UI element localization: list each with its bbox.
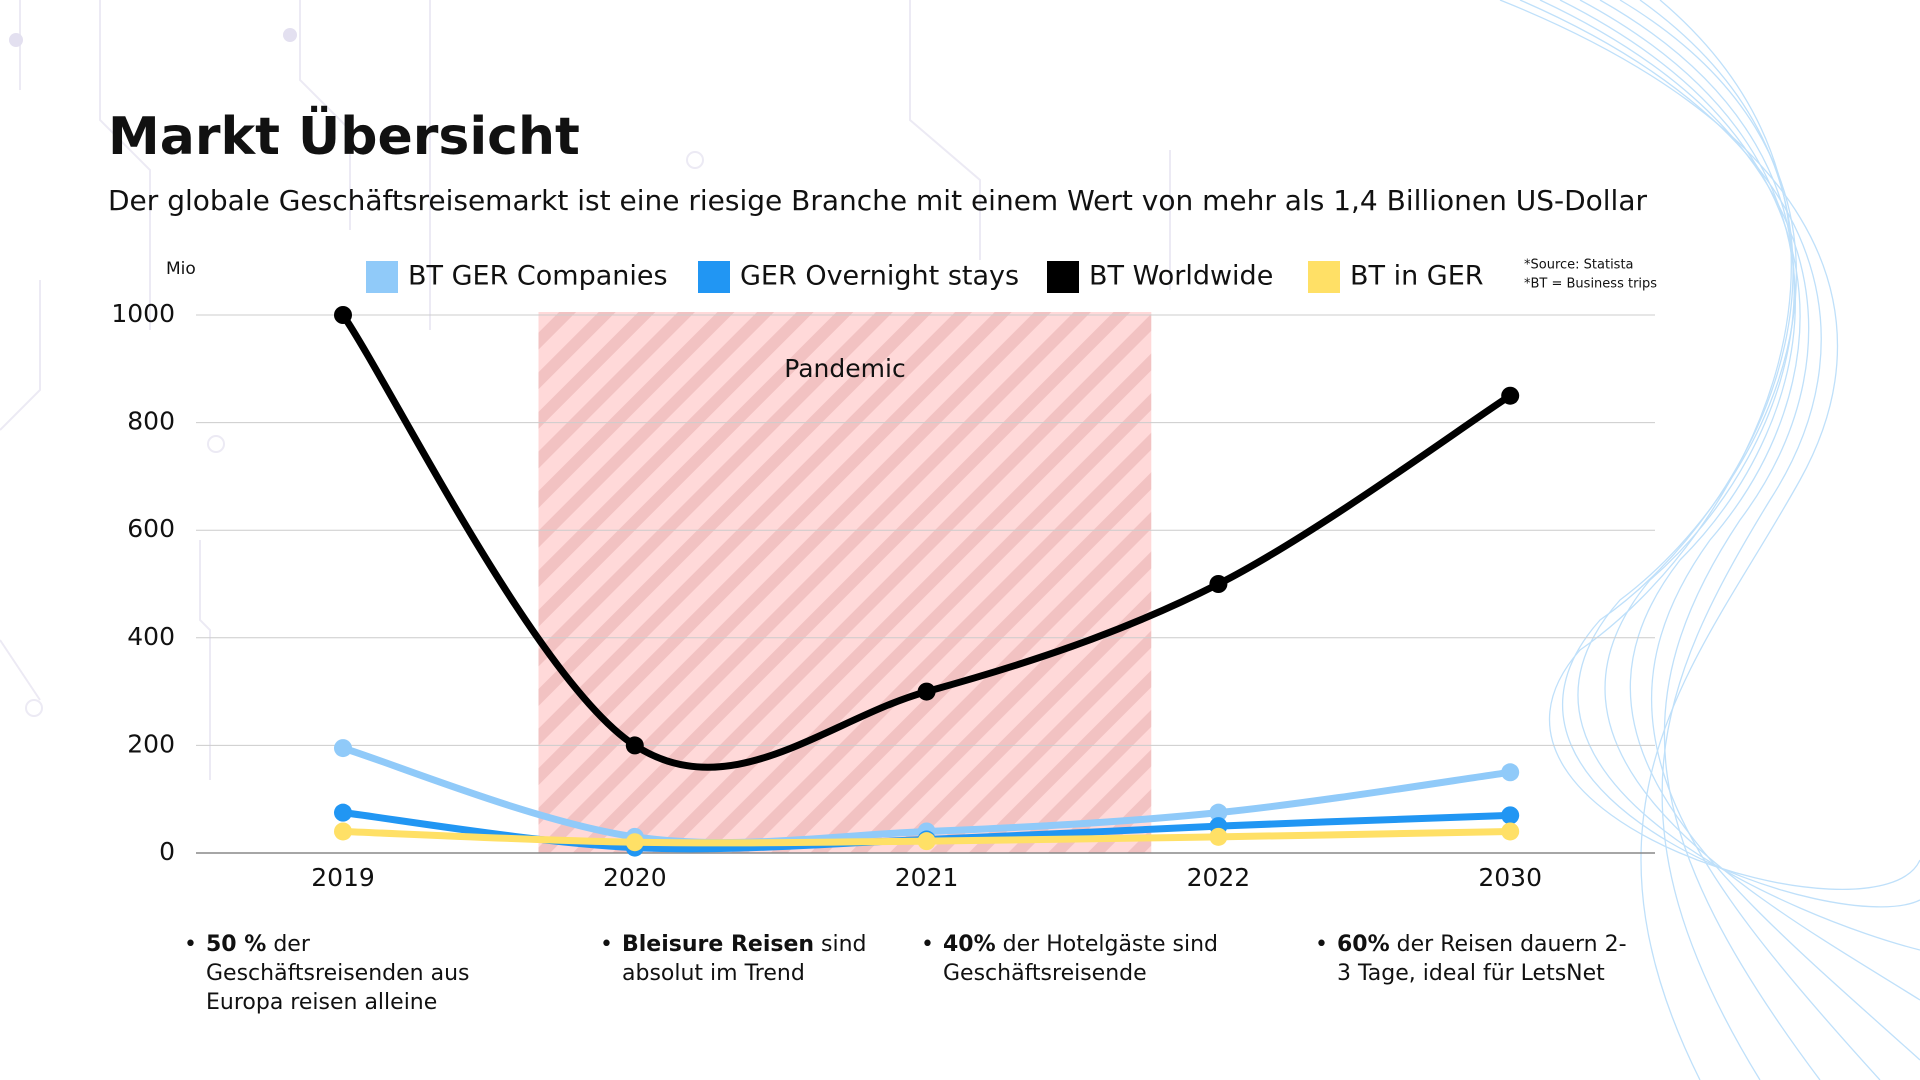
data-point [1209, 827, 1228, 846]
legend-swatch [1308, 261, 1340, 293]
bullet-point: 50 % der Geschäftsreisenden aus Europa r… [184, 930, 506, 1017]
bullet-bold: 50 % [206, 932, 267, 957]
data-point [1209, 803, 1228, 822]
pandemic-region [538, 312, 1152, 853]
wave-decoration [1499, 0, 1920, 1080]
bullet-text: der Reisen dauern 2-3 Tage, ideal für Le… [1337, 932, 1627, 986]
y-tick-label: 800 [127, 407, 175, 436]
data-point [625, 833, 644, 852]
title: Markt Übersicht [108, 105, 580, 167]
data-point [1209, 575, 1228, 593]
pandemic-label: Pandemic [784, 354, 905, 383]
x-tick-label: 2019 [311, 863, 375, 892]
series-line [339, 311, 1514, 771]
y-tick-label: 1000 [111, 299, 175, 328]
data-point [334, 822, 352, 841]
source-note: *BT = Business trips [1524, 277, 1657, 292]
legend-swatch [366, 261, 398, 293]
bullet-point: Bleisure Reisen sind absolut im Trend [600, 930, 922, 988]
x-tick-label: 2021 [895, 863, 959, 892]
bullet-bold: 40% [943, 932, 996, 957]
y-tick-label: 0 [159, 837, 175, 866]
data-point [1501, 822, 1520, 841]
subtitle: Der globale Geschäftsreisemarkt ist eine… [108, 184, 1647, 217]
background-decoration [0, 0, 1171, 780]
legend-swatch [698, 261, 730, 293]
bullet-point: 40% der Hotelgäste sind Geschäftsreisend… [921, 930, 1243, 988]
bullet-point: 60% der Reisen dauern 2-3 Tage, ideal fü… [1315, 930, 1637, 988]
legend-swatch [1047, 261, 1079, 293]
bullet-text: der Geschäftsreisenden aus Europa reisen… [206, 932, 477, 1015]
y-tick-label: 600 [127, 514, 175, 543]
x-tick-label: 2022 [1187, 863, 1251, 892]
y-tick-label: 400 [127, 622, 175, 651]
bullet-bold: 60% [1337, 932, 1390, 957]
y-axis-label: Mio [166, 259, 196, 279]
legend-label: BT Worldwide [1089, 261, 1273, 292]
x-tick-label: 2030 [1478, 863, 1542, 892]
legend-label: BT in GER [1350, 261, 1484, 292]
data-point [334, 306, 352, 324]
y-tick-label: 200 [127, 729, 175, 758]
data-point [917, 832, 936, 851]
data-point [334, 739, 352, 758]
data-point [1501, 806, 1520, 825]
bullet-bold: Bleisure Reisen [622, 932, 815, 957]
data-point [334, 803, 352, 822]
data-point [1501, 763, 1520, 782]
source-note: *Source: Statista [1524, 258, 1634, 273]
data-point [625, 736, 644, 755]
data-point [917, 682, 936, 701]
legend-label: BT GER Companies [408, 261, 668, 292]
data-point [1501, 386, 1520, 405]
bullet-text: sind absolut im Trend [622, 932, 874, 986]
legend-label: GER Overnight stays [740, 261, 1019, 292]
bullet-text: der Hotelgäste sind Geschäftsreisende [943, 932, 1226, 986]
x-tick-label: 2020 [603, 863, 667, 892]
